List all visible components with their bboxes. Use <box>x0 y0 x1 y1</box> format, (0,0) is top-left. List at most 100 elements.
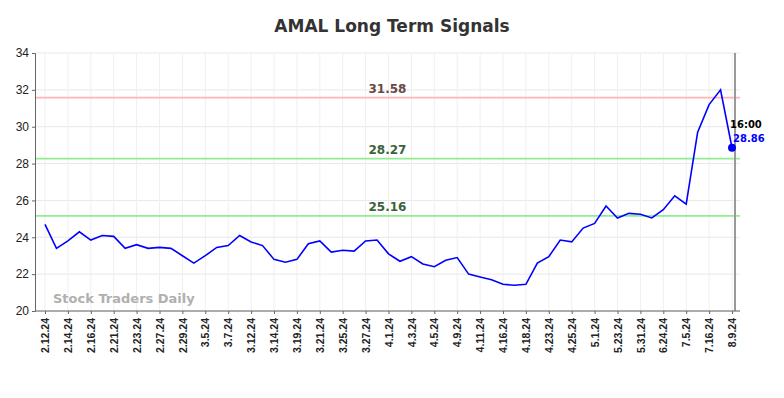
tick-mark <box>182 311 183 314</box>
axis-line <box>35 311 740 312</box>
tick: 4.5.24 <box>428 311 440 347</box>
tick-label: 5.23.24 <box>612 318 624 353</box>
tick-mark <box>549 311 550 314</box>
tick-mark <box>160 311 161 314</box>
tick-mark <box>595 311 596 314</box>
tick: 4.18.24 <box>520 311 532 353</box>
grid-line <box>732 53 733 311</box>
tick-label: 4.5.24 <box>428 318 440 347</box>
tick: 4.3.24 <box>406 311 418 347</box>
grid-line <box>686 53 687 311</box>
tick: 2.12.24 <box>39 311 51 353</box>
grid-line <box>35 311 740 312</box>
tick: 24 <box>16 231 35 245</box>
tick-label: 4.18.24 <box>520 318 532 353</box>
grid-line <box>342 53 343 311</box>
reference-label: 25.16 <box>369 200 407 214</box>
tick-label: 34 <box>16 46 30 60</box>
tick-mark <box>32 90 35 91</box>
tick-mark <box>205 311 206 314</box>
reference-line <box>35 215 740 217</box>
tick: 7.16.24 <box>703 311 715 353</box>
grid-line <box>640 53 641 311</box>
tick-label: 22 <box>16 267 30 281</box>
tick-mark <box>91 311 92 314</box>
grid-line <box>296 53 297 311</box>
tick: 3.25.24 <box>337 311 349 353</box>
tick: 3.5.24 <box>199 311 211 347</box>
grid-line <box>136 53 137 311</box>
tick: 2.29.24 <box>177 311 189 353</box>
tick-mark <box>663 311 664 314</box>
tick-label: 4.23.24 <box>543 318 555 353</box>
tick-label: 7.5.24 <box>680 318 692 347</box>
tick-label: 8.9.24 <box>726 318 738 347</box>
tick-label: 5.31.24 <box>635 318 647 353</box>
grid-line <box>159 53 160 311</box>
grid-line <box>617 53 618 311</box>
tick-mark <box>389 311 390 314</box>
tick-label: 6.24.24 <box>657 318 669 353</box>
grid-line <box>434 53 435 311</box>
grid-line <box>411 53 412 311</box>
tick-label: 5.1.24 <box>589 318 601 347</box>
tick: 4.16.24 <box>497 311 509 353</box>
annotation: 28.86 <box>733 133 765 144</box>
tick-mark <box>32 237 35 238</box>
tick: 4.1.24 <box>383 311 395 347</box>
grid-line <box>90 53 91 311</box>
tick-label: 2.21.24 <box>108 318 120 353</box>
tick-mark <box>68 311 69 314</box>
grid-line <box>35 163 740 164</box>
tick-label: 26 <box>16 194 30 208</box>
tick-label: 32 <box>16 83 30 97</box>
annotation: 16:00 <box>730 119 762 130</box>
plot <box>35 53 740 311</box>
tick: 4.25.24 <box>566 311 578 353</box>
tick: 7.5.24 <box>680 311 692 347</box>
grid-line <box>709 53 710 311</box>
tick: 4.11.24 <box>474 311 486 352</box>
tick-label: 20 <box>16 304 30 318</box>
reference-label: 28.27 <box>369 143 407 157</box>
tick-mark <box>32 274 35 275</box>
tick: 5.31.24 <box>635 311 647 353</box>
grid-line <box>571 53 572 311</box>
tick-label: 4.9.24 <box>451 318 463 347</box>
tick: 26 <box>16 194 35 208</box>
tick-label: 3.5.24 <box>199 318 211 347</box>
tick-label: 3.19.24 <box>291 318 303 353</box>
tick-mark <box>526 311 527 314</box>
tick-label: 24 <box>16 231 30 245</box>
tick-mark <box>480 311 481 314</box>
tick: 3.12.24 <box>245 311 257 353</box>
tick-label: 4.11.24 <box>474 318 486 353</box>
tick-label: 3.14.24 <box>268 318 280 353</box>
reference-line <box>35 158 740 160</box>
tick: 4.9.24 <box>451 311 463 347</box>
reference-line <box>35 97 740 99</box>
tick-mark <box>640 311 641 314</box>
tick-label: 3.21.24 <box>314 318 326 353</box>
tick: 22 <box>16 267 35 281</box>
watermark: Stock Traders Daily <box>53 291 195 306</box>
grid-line <box>457 53 458 311</box>
tick: 30 <box>16 120 35 134</box>
grid-line <box>480 53 481 311</box>
tick: 3.14.24 <box>268 311 280 353</box>
tick-mark <box>32 127 35 128</box>
y-axis: 2022242628303234 <box>16 46 36 318</box>
grid-line <box>35 237 740 238</box>
grid-line <box>205 53 206 311</box>
grid-line <box>548 53 549 311</box>
tick-mark <box>32 200 35 201</box>
tick-label: 2.23.24 <box>131 318 143 353</box>
tick-label: 3.7.24 <box>222 318 234 347</box>
tick: 32 <box>16 83 35 97</box>
tick-mark <box>503 311 504 314</box>
x-axis: 2.12.242.14.242.16.242.21.242.23.242.27.… <box>35 311 740 353</box>
grid-line <box>35 274 740 275</box>
tick-label: 4.25.24 <box>566 318 578 353</box>
axis-line <box>32 54 36 312</box>
tick-mark <box>32 311 35 312</box>
